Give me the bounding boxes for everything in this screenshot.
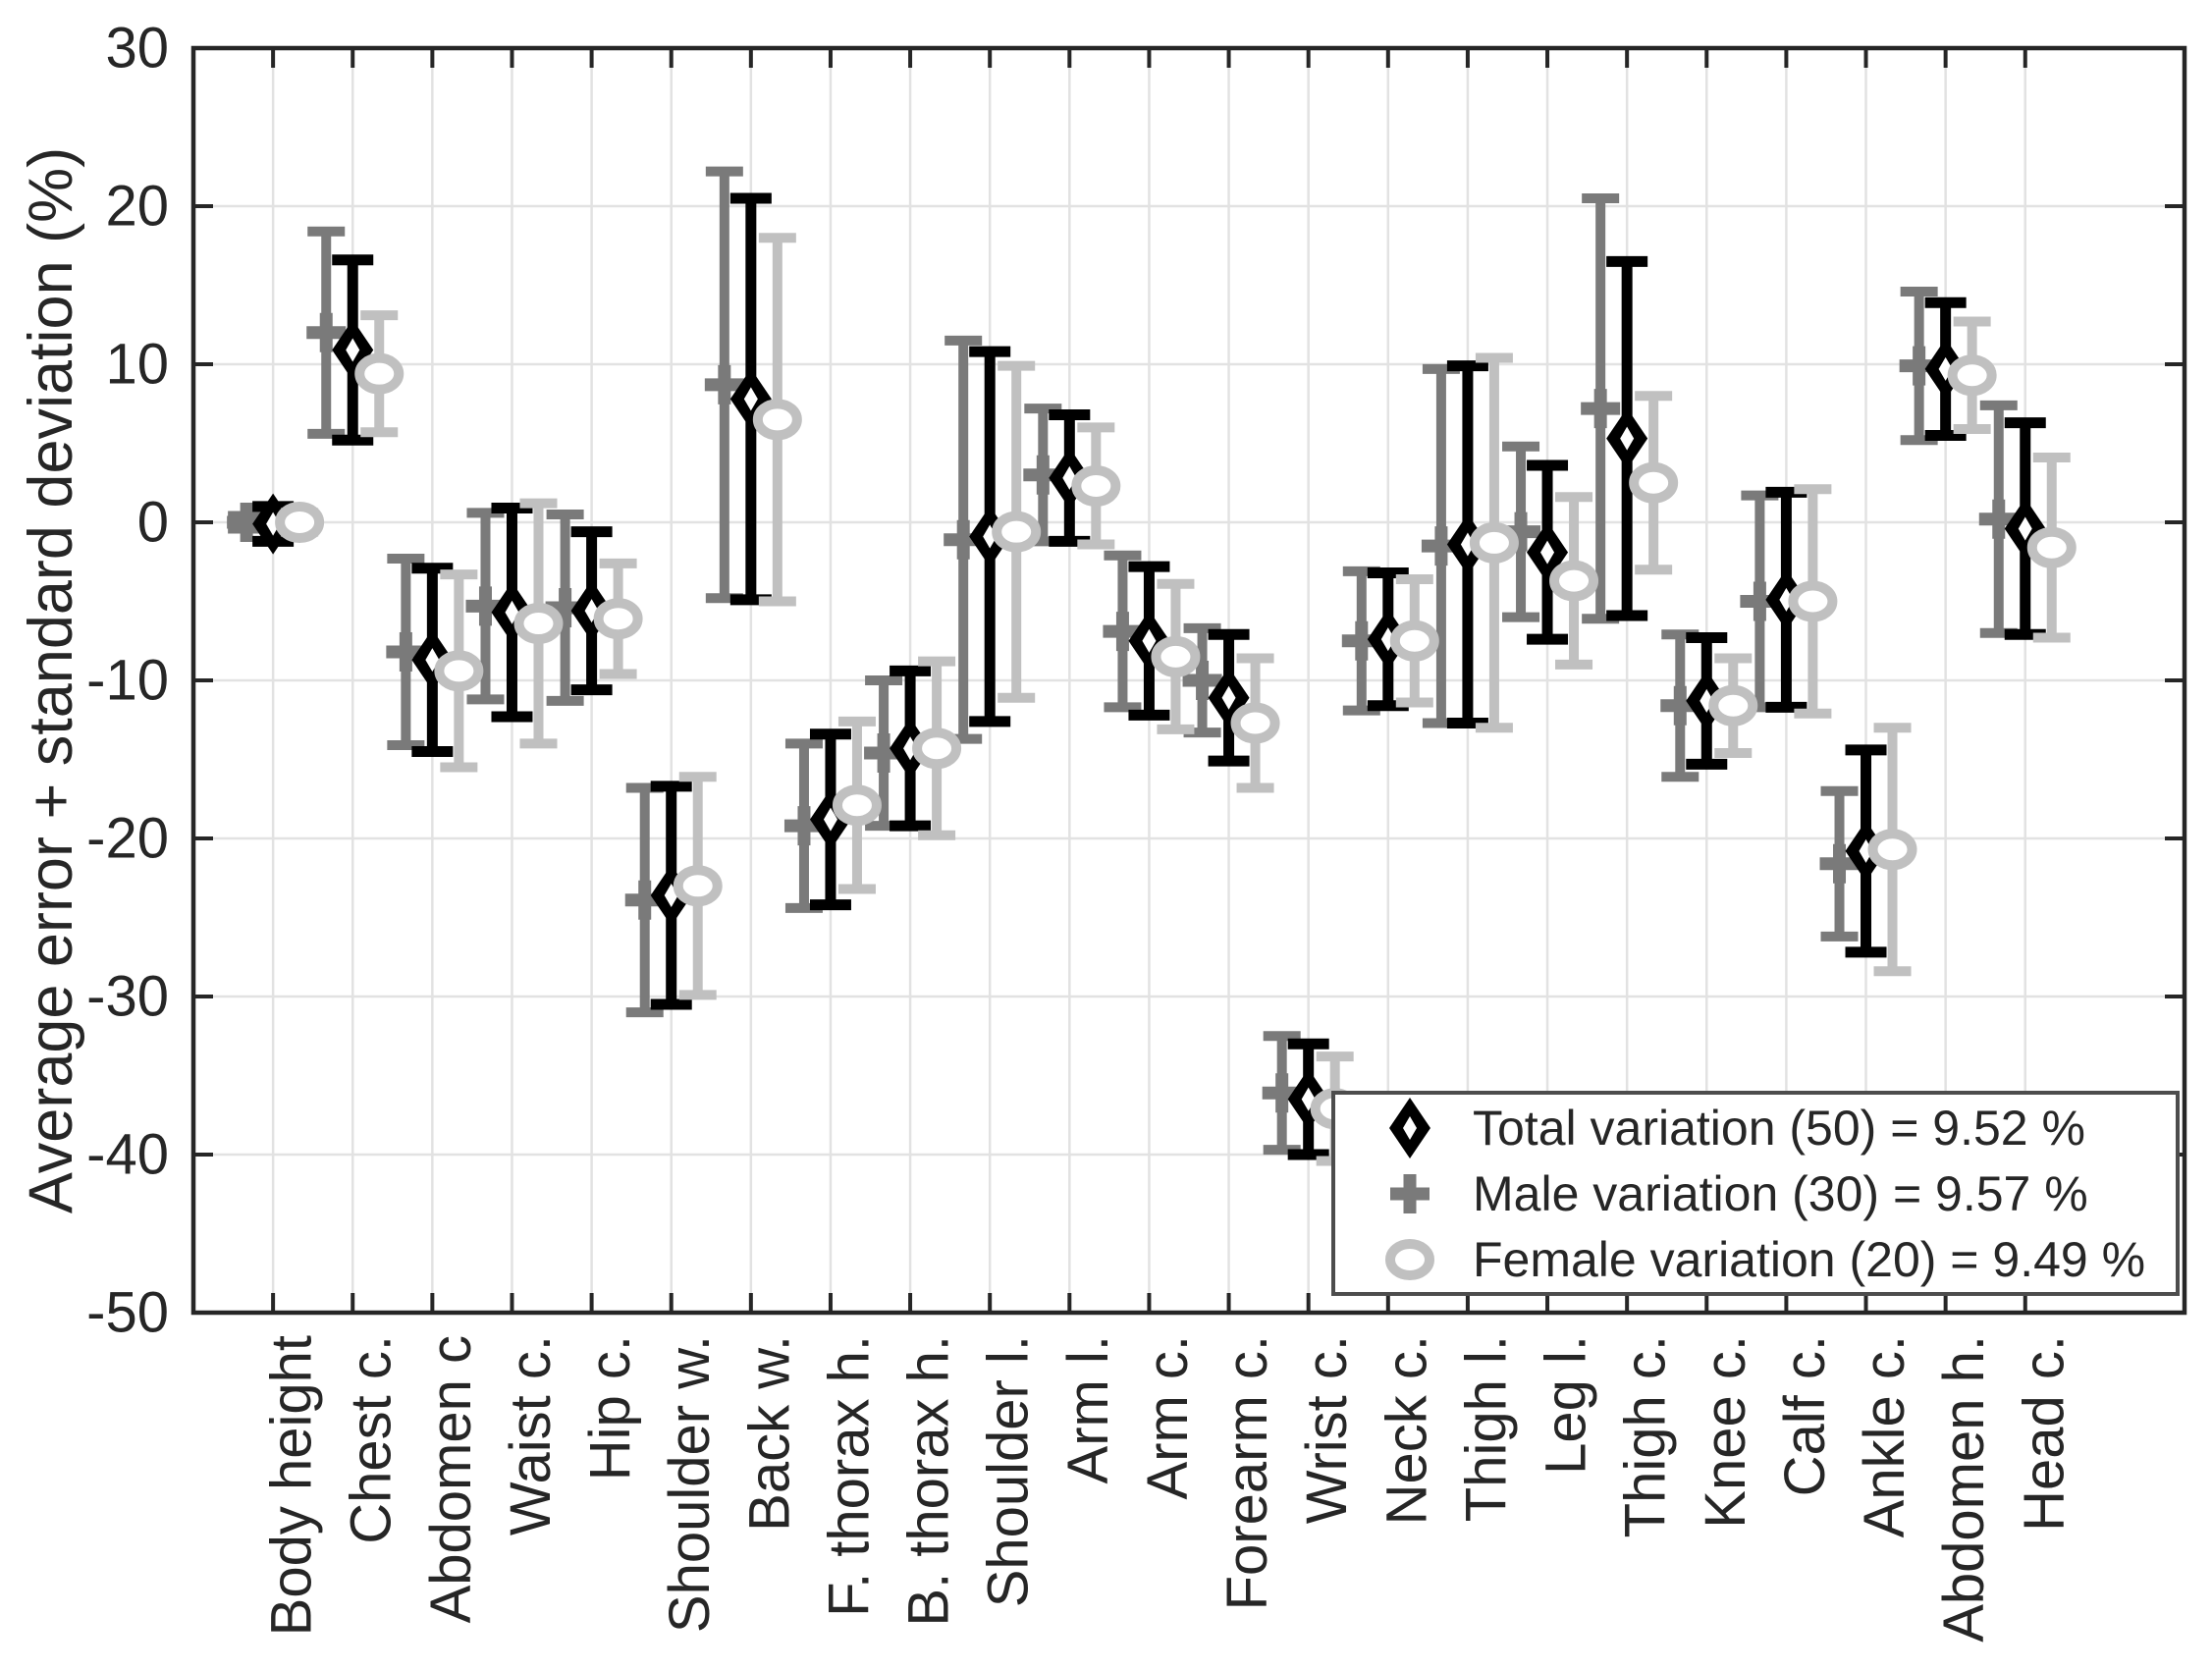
x-tick-label: B. thorax h. — [897, 1335, 961, 1627]
plus-icon — [227, 503, 267, 542]
circle-icon — [434, 650, 484, 692]
circle-icon — [1549, 560, 1599, 602]
y-tick-label: -50 — [86, 1281, 169, 1345]
diamond-icon-center — [1620, 426, 1635, 451]
y-axis-label: Average error + standard deviation (%) — [17, 147, 85, 1213]
y-tick-label: 0 — [137, 491, 169, 555]
plus-icon — [1023, 455, 1063, 495]
legend-label: Male variation (30) = 9.57 % — [1473, 1166, 2088, 1221]
legend-diamond-icon-center — [1403, 1116, 1417, 1140]
plus-icon — [1103, 612, 1143, 652]
x-tick-label: Ankle c. — [1853, 1335, 1916, 1537]
circle-icon — [275, 502, 325, 543]
legend-label: Total variation (50) = 9.52 % — [1473, 1101, 2085, 1156]
y-tick-label: 10 — [105, 333, 169, 397]
y-tick-label: -20 — [86, 807, 169, 871]
circle-icon — [752, 399, 802, 441]
legend-plus-icon — [1390, 1174, 1430, 1213]
x-tick-label: Thigh c. — [1614, 1335, 1678, 1537]
x-tick-label: Body height — [260, 1335, 324, 1636]
x-tick-label: Abdomen h. — [1932, 1335, 1996, 1643]
diamond-icon-center — [1540, 540, 1555, 565]
plus-icon — [386, 632, 426, 673]
diamond-icon-center — [743, 387, 758, 411]
x-tick-label: Abdomen c — [419, 1335, 483, 1623]
x-tick-label: Hip c. — [578, 1335, 642, 1481]
legend-circle-icon — [1385, 1239, 1434, 1280]
plus-icon — [704, 364, 744, 404]
y-tick-label: -30 — [86, 965, 169, 1029]
y-tick-label: 20 — [105, 175, 169, 239]
plus-icon — [1978, 499, 2019, 539]
plus-icon — [1740, 581, 1780, 621]
x-tick-label: Forearm c. — [1215, 1335, 1279, 1610]
circle-icon — [1071, 464, 1121, 507]
plus-icon — [545, 587, 585, 627]
y-tick-label: -40 — [86, 1123, 169, 1187]
circle-icon — [354, 352, 405, 395]
legend-label: Female variation (20) = 9.49 % — [1473, 1232, 2145, 1287]
diamond-icon-center — [346, 338, 360, 362]
circle-icon — [1389, 620, 1439, 662]
plus-icon — [1660, 685, 1700, 726]
y-tick-label: -10 — [86, 649, 169, 713]
x-tick-label: Calf c. — [1773, 1335, 1837, 1496]
circle-icon — [1230, 702, 1280, 744]
circle-icon — [1947, 354, 1997, 397]
plus-icon — [1262, 1073, 1302, 1113]
circle-icon — [673, 865, 723, 907]
circle-icon — [1469, 521, 1519, 564]
x-tick-label: Head c. — [2012, 1335, 2076, 1532]
plus-icon — [864, 733, 904, 774]
x-tick-label: Back w. — [737, 1335, 801, 1532]
plus-icon — [1899, 346, 1939, 386]
plus-icon — [1182, 661, 1222, 700]
plus-icon — [944, 519, 984, 560]
x-tick-label: Waist c. — [499, 1335, 563, 1535]
plus-icon — [1421, 526, 1461, 566]
x-tick-label: Thigh l. — [1454, 1335, 1518, 1522]
circle-icon — [1708, 684, 1758, 727]
circle-icon — [912, 727, 962, 770]
x-tick-label: Leg l. — [1535, 1335, 1598, 1475]
plus-icon — [783, 806, 824, 846]
circle-icon — [992, 511, 1042, 553]
plus-icon — [1501, 512, 1541, 552]
plus-icon — [624, 880, 665, 920]
x-tick-label: Arm c. — [1136, 1335, 1200, 1500]
x-tick-label: Shoulder l. — [977, 1335, 1041, 1607]
x-tick-label: Wrist c. — [1295, 1335, 1359, 1524]
plus-icon — [1581, 389, 1621, 429]
x-tick-label: Knee c. — [1694, 1335, 1757, 1529]
circle-icon — [1867, 829, 1917, 871]
circle-icon — [832, 784, 882, 827]
y-tick-label: 30 — [105, 17, 169, 81]
x-tick-label: Neck c. — [1375, 1335, 1438, 1525]
x-tick-label: F. thorax h. — [817, 1335, 881, 1617]
plus-icon — [306, 312, 347, 352]
x-tick-label: Shoulder w. — [658, 1335, 722, 1633]
plus-icon — [1819, 843, 1860, 884]
circle-icon — [1788, 580, 1838, 622]
plus-icon — [1341, 620, 1381, 661]
x-tick-label: Arm l. — [1056, 1335, 1120, 1483]
diamond-icon-center — [2018, 516, 2032, 541]
x-tick-label: Chest c. — [340, 1335, 404, 1544]
diamond-icon-center — [1221, 685, 1236, 710]
circle-icon — [1629, 461, 1679, 504]
plus-icon — [465, 586, 506, 626]
circle-icon — [2026, 526, 2077, 568]
circle-icon — [1151, 635, 1201, 677]
circle-icon — [593, 598, 643, 640]
circle-icon — [513, 603, 564, 645]
diamond-icon-center — [1142, 628, 1157, 653]
legend-box — [1331, 1091, 2180, 1296]
diamond-icon-center — [823, 807, 837, 832]
